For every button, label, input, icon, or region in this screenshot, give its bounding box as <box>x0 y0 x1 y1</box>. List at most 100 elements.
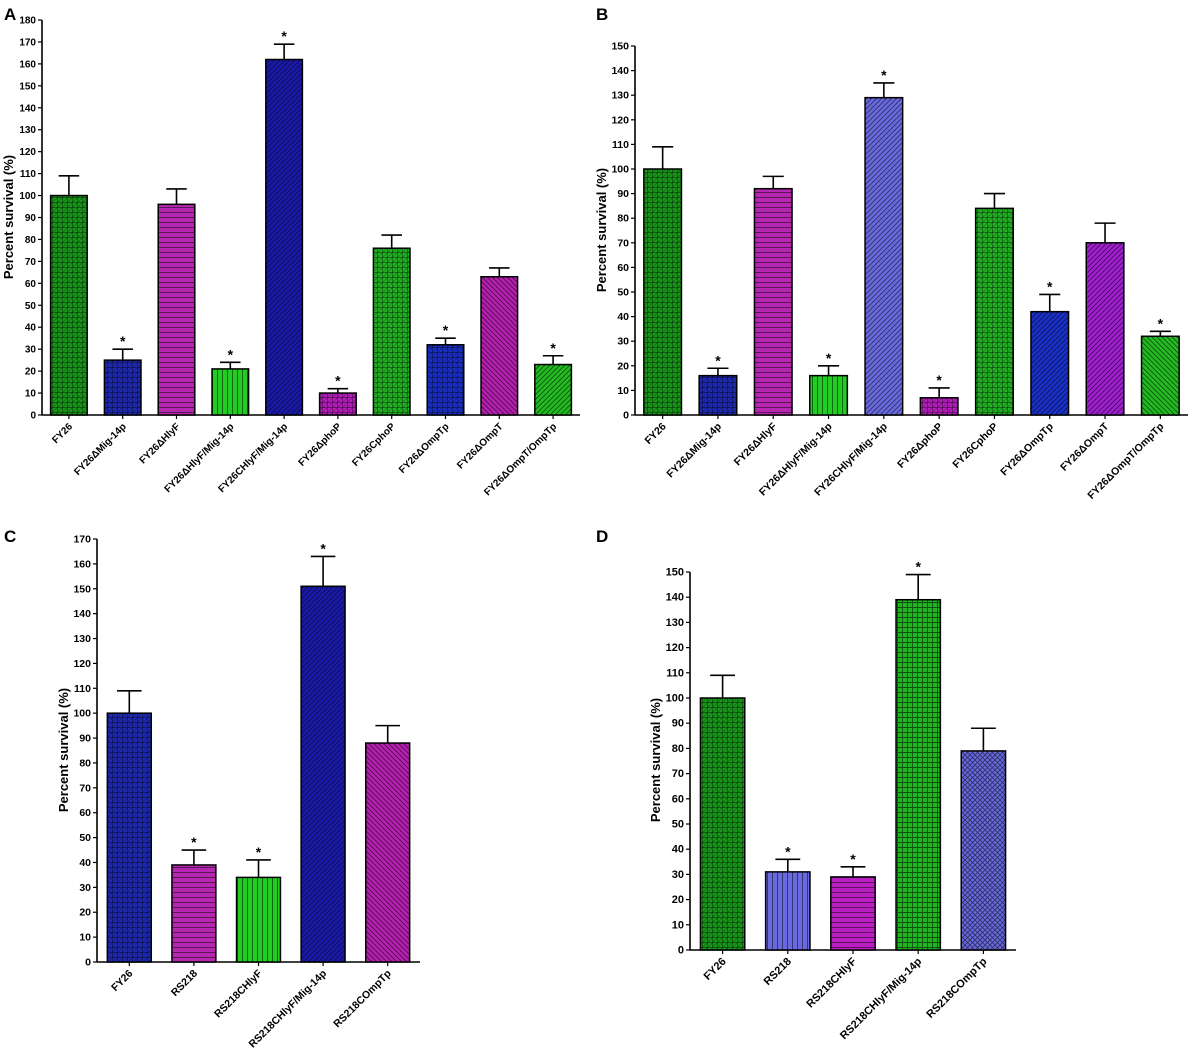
chart-panel-a: 0 10 20 30 40 50 60 70 80 90 100 110 120 130 140 150 160… <box>1 16 580 498</box>
bar <box>808 374 849 416</box>
significance-star: * <box>715 352 721 368</box>
x-tick-label: FY26ΔOmpTp <box>397 421 452 476</box>
y-tick-label: 70 <box>617 237 629 249</box>
significance-star: * <box>881 67 887 83</box>
significance-star: * <box>191 834 197 850</box>
y-tick-label: 10 <box>672 919 684 931</box>
y-tick-label: 0 <box>30 411 36 422</box>
y-tick-label: 20 <box>25 367 37 378</box>
y-tick-label: 80 <box>25 235 37 246</box>
x-tick-label: FY26ΔOmpTp <box>998 421 1056 479</box>
bar <box>171 864 217 963</box>
bar <box>764 871 811 951</box>
y-tick-label: 110 <box>666 667 684 679</box>
y-tick-label: 40 <box>79 857 91 869</box>
x-tick-label: RS218CHlyF <box>804 955 859 1010</box>
panel-label-d: D <box>596 527 608 546</box>
y-tick-label: 30 <box>617 336 629 348</box>
significance-star: * <box>785 843 791 859</box>
panel-label-c: C <box>4 527 16 546</box>
x-tick-label: RS218 <box>762 956 794 988</box>
y-tick-label: 50 <box>617 287 629 299</box>
significance-star: * <box>915 559 921 575</box>
significance-star: * <box>550 340 556 356</box>
y-tick-label: 120 <box>666 642 684 654</box>
y-tick-label: 130 <box>611 90 629 102</box>
y-tick-label: 100 <box>73 708 91 720</box>
y-tick-label: 160 <box>19 59 36 70</box>
y-tick-label: 140 <box>19 103 36 114</box>
x-tick-label: RS218CHlyF <box>212 967 265 1020</box>
bar <box>753 187 793 416</box>
y-tick-label: 40 <box>25 323 37 334</box>
bar <box>103 359 142 416</box>
y-tick-label: 60 <box>672 793 684 805</box>
y-tick-label: 60 <box>79 807 91 819</box>
x-tick-label: FY26 <box>109 968 135 994</box>
bar <box>318 392 357 416</box>
x-tick-label: FY26ΔHlyF <box>732 420 780 468</box>
y-tick-label: 70 <box>25 257 37 268</box>
y-tick-label: 150 <box>611 41 629 53</box>
bar <box>699 697 746 951</box>
y-tick-label: 140 <box>73 608 91 620</box>
y-tick-label: 130 <box>73 633 91 645</box>
x-tick-label: FY26ΔphoP <box>895 421 945 471</box>
y-tick-label: 30 <box>79 882 91 894</box>
y-axis-label: Percent survival (%) <box>594 168 609 292</box>
y-tick-label: 80 <box>79 757 91 769</box>
x-tick-label: RS218 <box>169 968 200 999</box>
y-tick-label: 150 <box>666 567 684 579</box>
y-tick-label: 20 <box>617 360 629 372</box>
panel-label-a: A <box>4 5 16 24</box>
y-tick-label: 90 <box>79 733 91 745</box>
y-tick-label: 70 <box>672 768 684 780</box>
y-tick-label: 170 <box>73 534 91 546</box>
significance-star: * <box>256 844 262 860</box>
bar <box>830 876 876 951</box>
significance-star: * <box>850 851 856 867</box>
x-tick-label: FY26ΔMig-14p <box>72 421 128 477</box>
y-tick-label: 170 <box>19 37 36 48</box>
y-tick-label: 110 <box>612 139 629 151</box>
bar <box>106 712 153 963</box>
y-tick-label: 100 <box>19 191 36 202</box>
x-tick-label: FY26CphoP <box>350 421 398 469</box>
significance-star: * <box>228 346 234 362</box>
y-tick-label: 0 <box>623 410 629 422</box>
significance-star: * <box>1158 315 1164 331</box>
bar <box>534 363 573 416</box>
significance-star: * <box>335 373 341 389</box>
y-tick-label: 140 <box>666 592 684 604</box>
chart-panel-d: 0 10 20 30 40 50 60 70 80 90 100 110 120 130 140 150 Per… <box>648 559 1016 1042</box>
y-tick-label: 110 <box>74 683 91 695</box>
bar <box>864 96 904 416</box>
bar <box>157 203 196 416</box>
y-tick-label: 50 <box>25 301 37 312</box>
bar <box>919 397 959 416</box>
significance-star: * <box>320 540 326 556</box>
bar <box>235 876 282 963</box>
y-tick-label: 40 <box>672 844 684 856</box>
y-tick-label: 10 <box>25 389 37 400</box>
y-tick-label: 60 <box>617 262 629 274</box>
y-tick-label: 140 <box>611 65 629 77</box>
y-tick-label: 40 <box>617 311 629 323</box>
chart-panel-c: 0 10 20 30 40 50 60 70 80 90 100 110 120 130 140 150 160… <box>56 534 420 1050</box>
significance-star: * <box>443 322 449 338</box>
significance-star: * <box>281 28 287 44</box>
bar <box>698 374 738 416</box>
y-tick-label: 0 <box>85 957 91 969</box>
x-tick-label: FY26ΔHlyF <box>138 421 183 466</box>
y-tick-label: 60 <box>25 279 37 290</box>
x-tick-label: FY26 <box>702 956 729 983</box>
significance-star: * <box>1047 278 1053 294</box>
x-tick-label: FY26 <box>643 421 669 447</box>
y-tick-label: 100 <box>666 693 684 705</box>
y-tick-label: 90 <box>25 213 37 224</box>
bar <box>1085 242 1125 416</box>
significance-star: * <box>826 350 832 366</box>
y-tick-label: 130 <box>19 125 36 136</box>
bar <box>211 368 250 416</box>
